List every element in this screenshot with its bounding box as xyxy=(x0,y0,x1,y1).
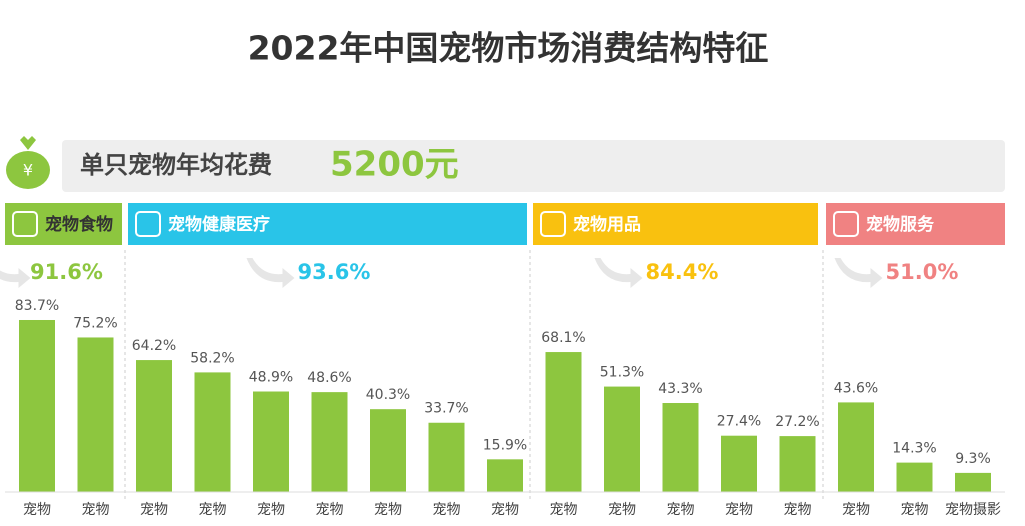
value-label: 40.3% xyxy=(366,387,410,403)
category-label: 宠物 xyxy=(374,502,402,518)
money-bag-icon: ¥ xyxy=(6,136,50,189)
value-label: 27.4% xyxy=(717,414,761,430)
bar xyxy=(311,392,348,492)
value-label: 68.1% xyxy=(541,330,585,346)
value-label: 33.7% xyxy=(424,401,468,417)
chart-title: 2022年中国宠物市场消费结构特征 xyxy=(248,29,769,68)
group-header xyxy=(128,203,527,245)
value-label: 43.3% xyxy=(658,381,702,397)
bar xyxy=(19,319,55,492)
category-label: 宠物 xyxy=(901,502,929,518)
bar xyxy=(253,391,289,492)
category-label: 宠物 xyxy=(667,502,695,518)
group-name: 宠物食物 xyxy=(45,214,113,235)
bar xyxy=(955,472,991,492)
category-label: 宠物 xyxy=(82,502,110,518)
group-total: 93.6% xyxy=(298,260,371,284)
category-label: 宠物 xyxy=(140,502,168,518)
group-icon xyxy=(833,211,859,237)
group-name: 宠物健康医疗 xyxy=(168,214,270,235)
group-total: 51.0% xyxy=(886,260,959,284)
value-label: 51.3% xyxy=(600,365,644,381)
summary-label: 单只宠物年均花费 xyxy=(80,151,272,179)
bar xyxy=(370,409,406,492)
bar xyxy=(896,462,933,492)
bar xyxy=(604,386,640,492)
arrow-icon xyxy=(246,258,295,288)
bar xyxy=(779,436,816,492)
value-label: 9.3% xyxy=(955,451,991,467)
arrow-icon xyxy=(834,258,883,288)
bar xyxy=(838,402,874,492)
value-label: 15.9% xyxy=(483,437,527,453)
group-icon xyxy=(135,211,161,237)
value-label: 27.2% xyxy=(775,414,819,430)
group-icon xyxy=(12,211,38,237)
group-header xyxy=(826,203,1005,245)
arrow-icon xyxy=(0,268,31,288)
bar xyxy=(77,337,114,492)
bar xyxy=(428,422,465,492)
category-label: 宠物 xyxy=(842,502,870,518)
group-header xyxy=(5,203,122,245)
value-label: 48.6% xyxy=(307,370,351,386)
bar xyxy=(136,360,172,492)
category-label: 宠物摄影 xyxy=(945,502,1001,518)
category-label: 宠物 xyxy=(608,502,636,518)
category-label: 宠物 xyxy=(784,502,812,518)
category-label: 宠物 xyxy=(316,502,344,518)
group-total: 84.4% xyxy=(646,260,719,284)
value-label: 64.2% xyxy=(132,338,176,354)
group-header xyxy=(533,203,818,245)
bar xyxy=(721,435,757,492)
value-label: 14.3% xyxy=(892,441,936,457)
group-icon xyxy=(540,211,566,237)
arrow-icon xyxy=(594,258,643,288)
value-label: 75.2% xyxy=(73,315,117,331)
category-label: 宠物 xyxy=(433,502,461,518)
value-label: 48.9% xyxy=(249,370,293,386)
category-label: 宠物 xyxy=(199,502,227,518)
value-label: 58.2% xyxy=(190,350,234,366)
value-label: 83.7% xyxy=(15,298,59,314)
category-label: 宠物 xyxy=(725,502,753,518)
group-total: 91.6% xyxy=(30,260,103,284)
group-name: 宠物用品 xyxy=(573,214,641,235)
group-name: 宠物服务 xyxy=(866,214,935,235)
bar xyxy=(662,403,699,492)
category-label: 宠物 xyxy=(257,502,285,518)
summary-value: 5200元 xyxy=(330,145,459,185)
svg-text:¥: ¥ xyxy=(23,161,33,180)
value-label: 43.6% xyxy=(834,380,878,396)
bar xyxy=(545,352,582,492)
bar xyxy=(487,459,523,492)
category-label: 宠物 xyxy=(550,502,578,518)
category-label: 宠物 xyxy=(23,502,51,518)
bar xyxy=(194,372,231,492)
summary-bar xyxy=(62,140,1005,192)
category-label: 宠物 xyxy=(491,502,519,518)
